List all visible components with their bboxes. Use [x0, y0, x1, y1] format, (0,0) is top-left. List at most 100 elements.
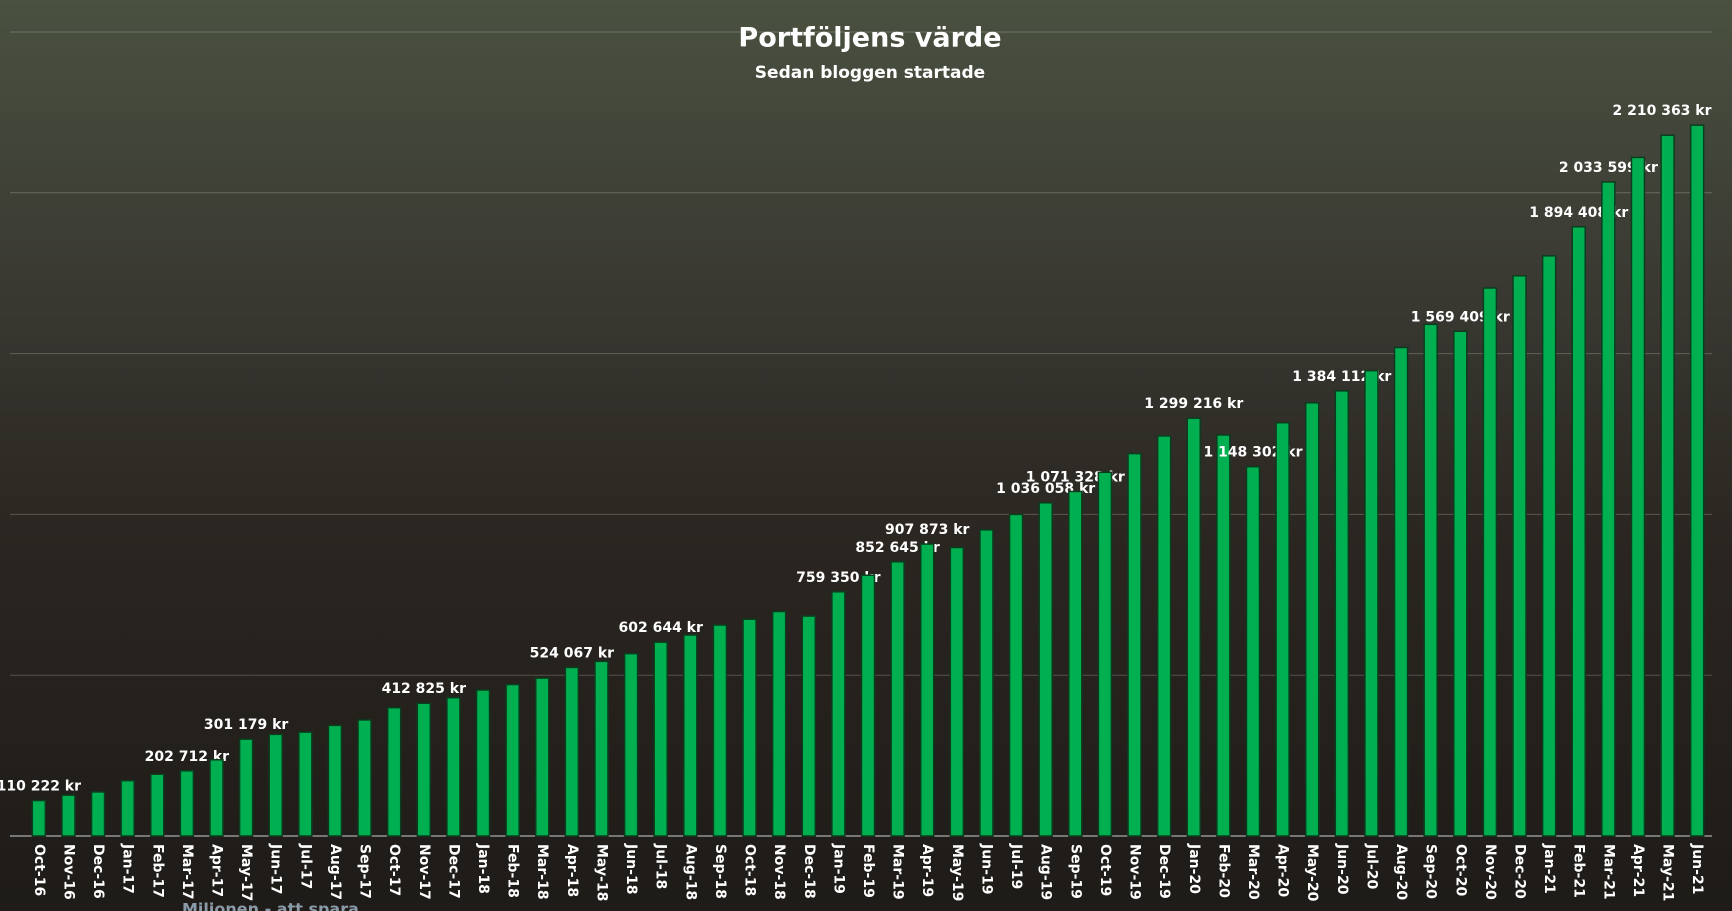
watermark: Miljonen - att spara: [182, 900, 359, 911]
bar: [298, 731, 313, 837]
bar: [712, 624, 728, 837]
chart-subtitle: Sedan bloggen startade: [755, 63, 985, 83]
x-tick-label: Feb-21: [1571, 844, 1587, 898]
bar: [179, 770, 195, 837]
bar: [150, 773, 165, 837]
bar: [949, 546, 965, 837]
bar: [594, 660, 609, 837]
bar: [890, 561, 905, 837]
x-tick-label: Oct-17: [386, 844, 402, 896]
bar: [623, 652, 639, 837]
x-tick-label: Aug-17: [327, 844, 343, 900]
bar: [61, 794, 76, 837]
x-tick-label: Dec-18: [801, 844, 817, 899]
x-tick-label: Sep-20: [1423, 844, 1439, 899]
bar: [1512, 275, 1527, 837]
bar: [1156, 435, 1172, 837]
x-tick-label: Dec-19: [1156, 844, 1172, 899]
x-tick-label: Apr-20: [1275, 844, 1291, 897]
x-tick-label: Nov-17: [416, 844, 432, 900]
x-tick-label: Feb-18: [505, 844, 521, 898]
bar: [1601, 181, 1616, 837]
x-tick-label: May-21: [1660, 844, 1676, 901]
bar: [831, 591, 846, 837]
chart-title: Portföljens värde: [738, 23, 1001, 54]
x-tick-label: Feb-20: [1215, 844, 1231, 898]
bar: [416, 702, 432, 837]
x-tick-label: Sep-19: [1067, 844, 1083, 899]
bar: [1216, 434, 1231, 837]
x-tick-label: Nov-18: [771, 844, 787, 900]
value-label: 524 067 kr: [530, 645, 615, 661]
bar: [238, 738, 254, 837]
value-label: 412 825 kr: [382, 681, 467, 697]
bar: [357, 719, 372, 837]
value-label: 852 645 kr: [855, 540, 940, 556]
x-tick-label: Oct-16: [31, 844, 47, 896]
bar: [209, 759, 224, 837]
x-tick-label: Dec-17: [445, 844, 461, 899]
value-label: 2 210 363 kr: [1612, 103, 1711, 119]
x-tick-label: May-18: [593, 844, 609, 901]
x-tick-label: Aug-20: [1393, 844, 1409, 900]
x-tick-label: Jan-17: [120, 843, 136, 894]
x-tick-label: Jun-20: [1334, 843, 1350, 895]
bar: [386, 706, 402, 837]
bar: [1186, 417, 1202, 837]
value-label: 1 299 216 kr: [1144, 396, 1243, 412]
bar: [1038, 502, 1053, 837]
x-tick-label: Aug-18: [682, 844, 698, 900]
bar: [31, 799, 47, 837]
bar: [1689, 124, 1705, 837]
x-tick-label: Jan-21: [1541, 843, 1557, 894]
x-tick-label: Jul-20: [1363, 843, 1379, 890]
value-label: 202 712 kr: [145, 749, 230, 765]
x-tick-label: Jul-19: [1008, 843, 1024, 889]
x-tick-label: Dec-20: [1512, 844, 1528, 899]
bar: [120, 779, 135, 837]
x-tick-label: May-19: [949, 844, 965, 901]
bar: [1571, 226, 1586, 837]
bar: [1008, 513, 1024, 837]
bar: [1423, 323, 1438, 837]
x-tick-label: Mar-17: [179, 844, 195, 900]
bar: [1393, 346, 1409, 837]
x-tick-label: Feb-19: [860, 844, 876, 898]
x-tick-label: Sep-18: [712, 844, 728, 899]
bar: [534, 677, 550, 837]
x-tick-label: Nov-19: [1127, 844, 1143, 900]
x-tick-label: Mar-18: [534, 844, 550, 900]
x-tick-label: Jul-17: [297, 843, 313, 889]
bar: [1275, 421, 1290, 837]
x-tick-label: Mar-21: [1600, 844, 1616, 900]
bar: [1660, 134, 1675, 837]
x-tick-label: Oct-18: [742, 844, 758, 896]
x-tick-label: Aug-19: [1038, 844, 1054, 900]
bar: [327, 724, 343, 837]
bar: [979, 529, 994, 837]
x-tick-label: Sep-17: [357, 844, 373, 899]
x-tick-label: Jan-19: [830, 843, 846, 894]
bar: [683, 634, 698, 837]
bar: [1068, 490, 1083, 837]
bar: [475, 689, 491, 837]
x-tick-label: Jun-18: [623, 843, 639, 894]
value-label: 110 222 kr: [0, 779, 81, 795]
bar: [446, 696, 461, 837]
x-tick-label: Jun-17: [268, 843, 284, 894]
bar: [919, 543, 935, 837]
bar: [653, 641, 668, 837]
x-tick-label: Apr-17: [208, 844, 224, 897]
bar: [1245, 465, 1261, 837]
x-tick-label: Apr-21: [1630, 844, 1646, 897]
bar: [505, 683, 520, 837]
bar: [771, 610, 787, 837]
bar: [1334, 390, 1350, 837]
x-tick-label: Apr-19: [919, 844, 935, 897]
bar: [742, 618, 757, 837]
x-tick-label: May-17: [238, 844, 254, 901]
bar: [564, 666, 580, 837]
x-tick-label: Feb-17: [149, 844, 165, 898]
value-label: 907 873 kr: [885, 522, 970, 538]
